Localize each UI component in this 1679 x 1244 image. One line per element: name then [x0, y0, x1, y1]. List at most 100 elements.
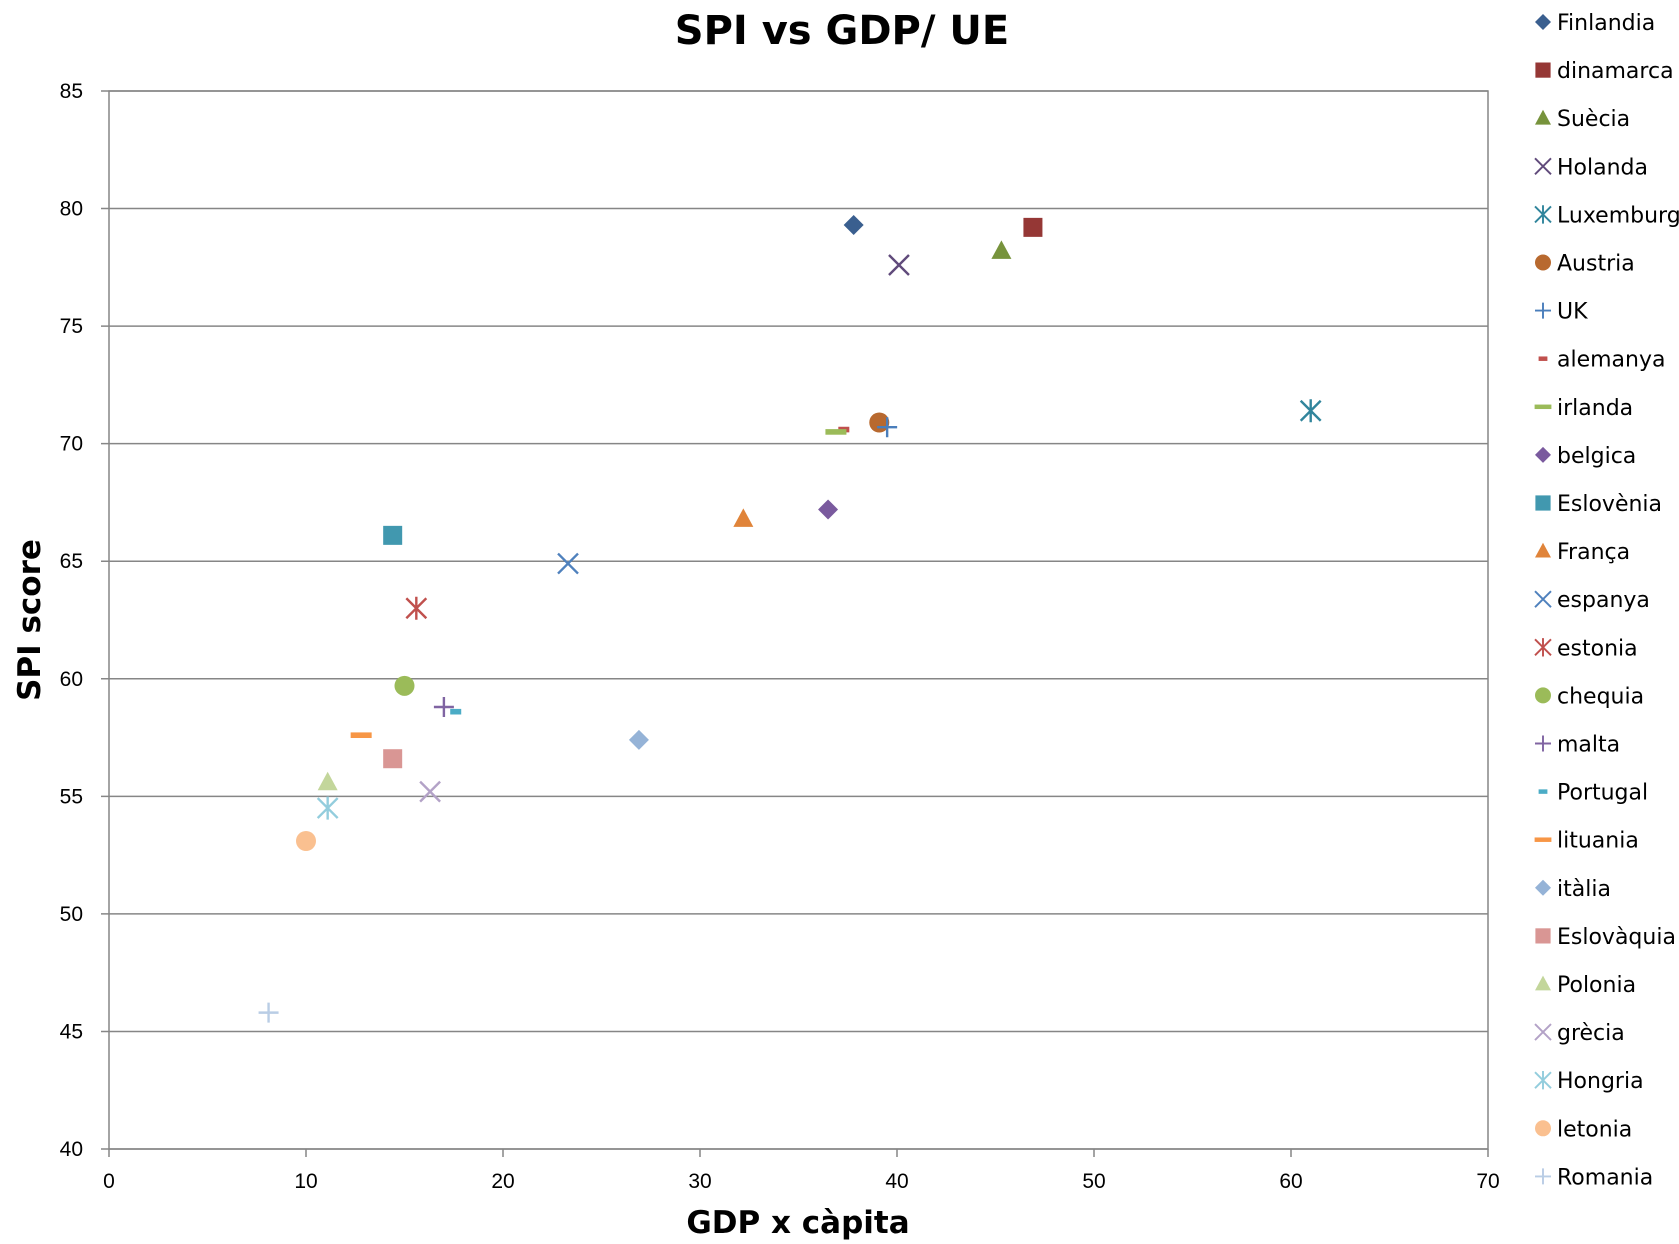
legend-label: Luxemburg [1557, 203, 1679, 228]
legend-marker-finlandia [1535, 14, 1551, 30]
point-eslovenia [383, 525, 403, 545]
y-tick-label: 80 [60, 198, 83, 221]
point-suecia [991, 240, 1012, 259]
legend-marker-irlanda [1534, 404, 1552, 410]
legend-marker-franca [1535, 542, 1551, 558]
point-belgica [818, 499, 839, 520]
legend-label: Holanda [1557, 155, 1648, 180]
legend-label: estonia [1557, 636, 1638, 661]
legend-marker-portugal [1538, 789, 1548, 794]
legend-label: França [1557, 540, 1630, 565]
point-lituania [350, 732, 372, 739]
legend-label: belgica [1557, 444, 1636, 469]
legend-item-hongria: Hongria [1534, 1069, 1644, 1094]
legend-label: Romania [1557, 1165, 1653, 1190]
legend-item-portugal: Portugal [1538, 781, 1648, 806]
point-polonia [317, 771, 338, 791]
legend-marker-estonia [1534, 638, 1552, 657]
y-axis-ticks: 40 45 50 55 60 65 70 75 80 85 [60, 80, 83, 1161]
legend-marker-holanda [1534, 157, 1552, 175]
legend-label: grècia [1557, 1021, 1625, 1046]
legend-label: alemanya [1557, 348, 1666, 373]
y-tick-label: 85 [60, 80, 83, 103]
legend-item-franca: França [1535, 540, 1630, 565]
point-romania [258, 1002, 279, 1023]
legend-item-austria: Austria [1535, 252, 1635, 277]
x-tick-label: 60 [1279, 1170, 1302, 1193]
legend-label: malta [1557, 733, 1620, 758]
legend-marker-italia [1535, 879, 1551, 896]
legend-marker-dinamarca [1535, 62, 1551, 78]
legend-item-romania: Romania [1535, 1165, 1653, 1190]
legend-label: itàlia [1557, 877, 1611, 902]
legend-item-holanda: Holanda [1534, 155, 1648, 180]
point-espanya [557, 552, 579, 575]
legend-marker-uk [1535, 302, 1551, 319]
legend-item-luxemburg: Luxemburg [1534, 203, 1679, 228]
legend-label: UK [1557, 300, 1588, 325]
legend-item-malta: malta [1535, 733, 1620, 758]
legend-label: Portugal [1557, 781, 1648, 806]
gridlines [101, 90, 1488, 1150]
y-tick-label: 40 [60, 1138, 83, 1161]
y-tick-label: 50 [60, 903, 83, 926]
legend-item-estonia: estonia [1534, 636, 1638, 661]
legend-label: Eslovènia [1557, 492, 1662, 517]
point-hongria [316, 796, 339, 820]
legend-item-eslovenia: Eslovènia [1535, 492, 1662, 517]
legend-label: Eslovàquia [1557, 925, 1676, 950]
legend-marker-lituania [1534, 837, 1552, 842]
legend-item-uk: UK [1535, 300, 1588, 325]
x-tick-label: 10 [294, 1170, 317, 1193]
y-tick-label: 55 [60, 785, 83, 808]
x-axis-title: GDP x càpita [686, 1205, 909, 1241]
point-uk [877, 417, 898, 438]
y-tick-label: 70 [60, 433, 83, 456]
legend-marker-hongria [1534, 1071, 1552, 1090]
legend-item-lituania: lituania [1534, 829, 1639, 854]
point-portugal [450, 708, 462, 715]
legend-label: Polonia [1557, 973, 1636, 998]
legend-marker-austria [1535, 254, 1551, 271]
legend-label: Hongria [1557, 1069, 1644, 1094]
legend-label: Finlandia [1557, 11, 1655, 36]
legend-label: dinamarca [1557, 59, 1674, 84]
point-malta [433, 696, 454, 717]
legend-item-italia: itàlia [1535, 877, 1611, 902]
legend-label: Austria [1557, 252, 1635, 277]
x-tick-label: 0 [103, 1170, 115, 1193]
y-tick-label: 75 [60, 315, 83, 338]
point-luxemburg [1299, 399, 1322, 423]
x-tick-label: 30 [688, 1170, 711, 1193]
legend-item-finlandia: Finlandia [1535, 11, 1655, 36]
legend-marker-chequia [1535, 687, 1551, 704]
point-franca [733, 508, 754, 527]
legend-item-grecia: grècia [1534, 1021, 1625, 1046]
point-letonia [296, 831, 316, 852]
legend-item-suecia: Suècia [1535, 107, 1630, 132]
point-eslovaquia [383, 749, 403, 769]
legend-item-letonia: letonia [1535, 1117, 1632, 1142]
x-tick-label: 50 [1082, 1170, 1105, 1193]
legend-item-dinamarca: dinamarca [1535, 59, 1674, 84]
plot-area-border [108, 90, 1489, 1150]
legend-marker-eslovenia [1535, 495, 1551, 511]
legend-marker-suecia [1535, 109, 1551, 125]
legend-item-espanya: espanya [1534, 588, 1650, 613]
x-tick-label: 40 [885, 1170, 908, 1193]
legend-label: chequia [1557, 684, 1644, 709]
legend-label: irlanda [1557, 396, 1633, 421]
x-axis-ticks: 0 10 20 30 40 50 60 70 [103, 1149, 1500, 1193]
chart-title: SPI vs GDP/ UE [675, 8, 1009, 54]
legend-label: lituania [1557, 829, 1639, 854]
legend-label: letonia [1557, 1117, 1632, 1142]
point-chequia [394, 675, 415, 696]
legend-marker-belgica [1535, 446, 1551, 463]
y-tick-label: 45 [60, 1020, 83, 1043]
point-estonia [405, 596, 428, 620]
y-axis-title: SPI score [12, 539, 48, 701]
legend-marker-luxemburg [1534, 205, 1552, 224]
x-tick-label: 70 [1476, 1170, 1499, 1193]
legend-item-irlanda: irlanda [1534, 396, 1633, 421]
